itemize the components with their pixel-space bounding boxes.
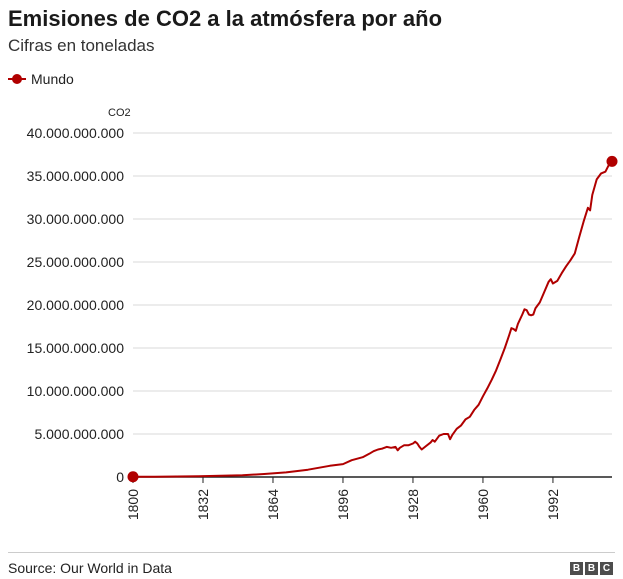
y-tick-label: 0 (116, 469, 124, 485)
footer-divider (8, 552, 615, 553)
chart-subtitle: Cifras en toneladas (8, 36, 155, 55)
chart-title: Emisiones de CO2 a la atmósfera por año (8, 6, 443, 31)
series-mundo (127, 155, 618, 483)
bbc-logo-letter-3: C (600, 562, 613, 575)
x-axis-ticks: 1800 1832 1864 1896 1928 1960 1992 (125, 477, 561, 520)
series-line-mundo (132, 160, 613, 478)
bbc-logo-letter-1: B (570, 562, 583, 575)
start-point-marker (127, 471, 139, 483)
y-tick-label: 10.000.000.000 (27, 383, 125, 399)
x-tick-label: 1832 (195, 489, 211, 520)
y-tick-label: 35.000.000.000 (27, 168, 125, 184)
y-axis-ticks: 0 5.000.000.000 10.000.000.000 15.000.000.0… (27, 125, 125, 485)
x-tick-label: 1928 (405, 489, 421, 520)
gridlines (133, 132, 612, 435)
y-tick-label: 30.000.000.000 (27, 211, 125, 227)
y-tick-label: 20.000.000.000 (27, 297, 125, 313)
legend-label-mundo: Mundo (31, 71, 74, 87)
y-axis-label: CO2 (108, 107, 131, 119)
x-tick-label: 1896 (335, 489, 351, 520)
y-tick-label: 5.000.000.000 (34, 426, 124, 442)
legend-marker-dot (12, 74, 22, 84)
y-tick-label: 40.000.000.000 (27, 125, 125, 141)
bbc-logo: B B C (570, 562, 613, 575)
x-tick-label: 1864 (265, 489, 281, 520)
x-tick-label: 1992 (545, 489, 561, 520)
y-tick-label: 25.000.000.000 (27, 254, 125, 270)
x-tick-label: 1800 (125, 489, 141, 520)
y-tick-label: 15.000.000.000 (27, 340, 125, 356)
legend: Mundo (8, 70, 74, 88)
line-chart: CO2 0 5.000.000.000 10.000.000.000 15.000.0… (27, 107, 618, 520)
x-tick-label: 1960 (475, 489, 491, 520)
legend-series-marker-icon (8, 72, 26, 86)
source-credit: Source: Our World in Data (8, 560, 172, 576)
bbc-logo-letter-2: B (585, 562, 598, 575)
end-point-marker (606, 155, 618, 167)
